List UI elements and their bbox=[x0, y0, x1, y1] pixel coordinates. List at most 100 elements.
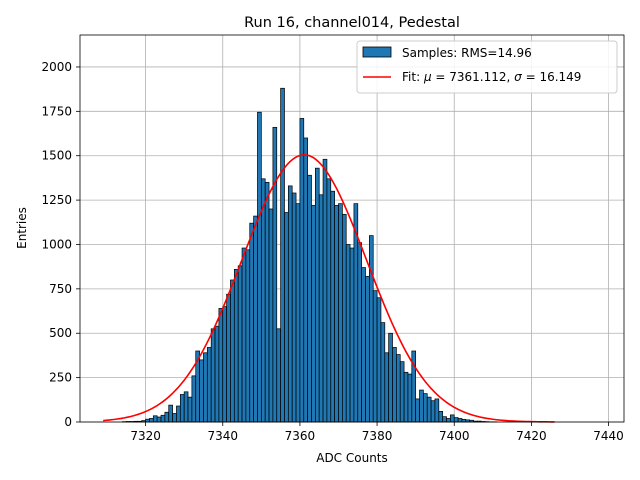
histogram-bar bbox=[280, 87, 285, 423]
histogram-bar bbox=[438, 410, 444, 423]
histogram-bar bbox=[388, 332, 393, 423]
x-tick-label-5: 7420 bbox=[516, 429, 547, 443]
histogram-bar bbox=[226, 293, 231, 423]
x-tick-label-4: 7400 bbox=[439, 429, 470, 443]
histogram-bar bbox=[372, 290, 378, 423]
histogram-bar bbox=[156, 416, 162, 423]
y-tick-label-5: 1250 bbox=[41, 193, 72, 207]
histogram-bar bbox=[342, 213, 347, 423]
histogram-bar bbox=[349, 247, 355, 423]
histogram-bar bbox=[450, 414, 455, 423]
histogram-bar bbox=[442, 416, 447, 423]
histogram-bar bbox=[241, 247, 247, 423]
y-axis-ticks: 0 250 500 750 1000 1250 1500 1750 2000 bbox=[41, 60, 80, 429]
y-tick-label-1: 250 bbox=[49, 371, 72, 385]
histogram-bar bbox=[145, 418, 150, 423]
histogram-bar bbox=[284, 212, 289, 423]
x-axis-label: ADC Counts bbox=[316, 451, 388, 465]
y-tick-label-8: 2000 bbox=[41, 60, 72, 74]
histogram-bars bbox=[122, 87, 498, 423]
histogram-bar bbox=[179, 394, 185, 423]
x-tick-label-2: 7360 bbox=[285, 429, 316, 443]
histogram-bar bbox=[222, 306, 227, 423]
histogram-bar bbox=[183, 391, 189, 423]
histogram-bar bbox=[191, 375, 197, 423]
legend-histogram-swatch bbox=[362, 46, 392, 58]
histogram-bar bbox=[249, 222, 254, 423]
histogram-bar bbox=[260, 178, 266, 423]
histogram-bar bbox=[168, 404, 173, 423]
y-tick-label-2: 500 bbox=[49, 326, 72, 340]
x-axis-ticks: 7320 7340 7360 7380 7400 7420 7440 bbox=[130, 422, 624, 443]
histogram-bar bbox=[446, 418, 451, 423]
histogram-bar bbox=[396, 354, 401, 423]
histogram-bar bbox=[318, 194, 324, 423]
histogram-bar bbox=[311, 205, 316, 423]
histogram-bar bbox=[291, 192, 297, 423]
histogram-bar bbox=[426, 396, 432, 423]
histogram-bar bbox=[399, 361, 405, 423]
histogram-bar bbox=[203, 352, 208, 423]
histogram-bar bbox=[276, 328, 281, 423]
histogram-bar bbox=[160, 414, 166, 423]
histogram-bar bbox=[299, 118, 305, 423]
histogram-bar bbox=[172, 413, 177, 423]
histogram-bar bbox=[206, 347, 212, 423]
histogram-bar bbox=[361, 267, 366, 423]
histogram-bar bbox=[264, 181, 270, 423]
y-axis-label: Entries bbox=[15, 207, 29, 249]
fit-curve bbox=[103, 154, 555, 423]
x-tick-label-1: 7340 bbox=[207, 429, 238, 443]
histogram-bar bbox=[403, 371, 409, 423]
histogram-bar bbox=[303, 137, 308, 423]
x-tick-label-3: 7380 bbox=[362, 429, 393, 443]
histogram-bar bbox=[330, 190, 335, 423]
histogram-bar bbox=[369, 235, 374, 423]
y-tick-label-3: 750 bbox=[49, 282, 72, 296]
histogram-bar bbox=[384, 352, 390, 423]
plot-frame bbox=[79, 34, 625, 423]
y-tick-label-4: 1000 bbox=[41, 237, 72, 251]
legend: Samples: RMS=14.96 Fit: μ = 7361.112, σ … bbox=[356, 40, 618, 94]
legend-histogram-label: Samples: RMS=14.96 bbox=[402, 46, 532, 60]
histogram-bar bbox=[230, 279, 235, 423]
legend-fit-label: Fit: μ = 7361.112, σ = 16.149 bbox=[402, 70, 581, 84]
histogram-bar bbox=[423, 393, 428, 423]
histogram-bar bbox=[287, 185, 293, 423]
x-tick-label-6: 7440 bbox=[593, 429, 624, 443]
histogram-bar bbox=[257, 111, 262, 423]
histogram-bar bbox=[434, 398, 440, 423]
histogram-bar bbox=[419, 389, 424, 423]
histogram-bar bbox=[307, 174, 312, 423]
histogram-bar bbox=[345, 244, 351, 423]
histogram-bar bbox=[253, 215, 258, 423]
histogram-bar bbox=[357, 242, 362, 423]
histogram-bar bbox=[380, 322, 386, 423]
histogram-bar bbox=[149, 418, 154, 423]
chart-title: Run 16, channel014, Pedestal bbox=[244, 15, 460, 31]
histogram-bar bbox=[365, 276, 370, 423]
histogram-bar bbox=[176, 405, 181, 423]
histogram-bar bbox=[392, 347, 397, 423]
histogram-bar bbox=[245, 249, 251, 423]
histogram-bar bbox=[415, 398, 420, 423]
histogram-bar bbox=[268, 208, 274, 423]
histogram-bar bbox=[453, 417, 459, 423]
y-tick-label-6: 1500 bbox=[41, 149, 72, 163]
histogram-bar bbox=[214, 325, 220, 423]
x-tick-label-0: 7320 bbox=[130, 429, 161, 443]
histogram-bar bbox=[457, 418, 463, 423]
histogram-bar bbox=[295, 203, 301, 423]
histogram-bar bbox=[187, 396, 193, 423]
histogram-bar bbox=[199, 359, 204, 423]
histogram-bar bbox=[237, 265, 243, 423]
histogram-bar bbox=[430, 400, 436, 423]
histogram-bar bbox=[326, 178, 332, 423]
histogram-bar bbox=[334, 205, 339, 423]
y-tick-label-7: 1750 bbox=[41, 104, 72, 118]
histogram-bar bbox=[314, 167, 320, 423]
histogram-bar bbox=[407, 373, 413, 423]
histogram-bar bbox=[233, 268, 239, 423]
histogram-bar bbox=[218, 308, 224, 423]
